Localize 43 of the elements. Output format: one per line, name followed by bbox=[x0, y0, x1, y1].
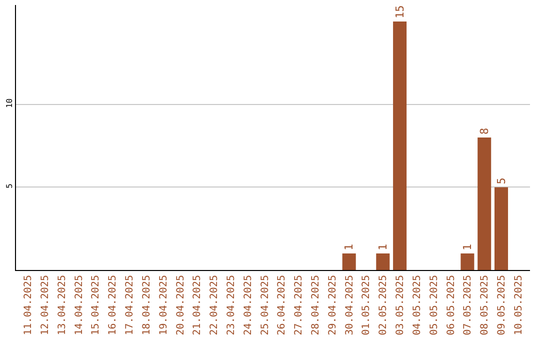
bar bbox=[478, 138, 492, 270]
x-tick-label: 27.04.2025 bbox=[294, 275, 305, 336]
x-tick-label: 17.04.2025 bbox=[124, 275, 136, 336]
x-tick-label: 06.05.2025 bbox=[446, 275, 457, 336]
y-tick-label: 10 bbox=[4, 98, 14, 108]
x-tick-label: 10.05.2025 bbox=[513, 275, 524, 336]
bar bbox=[342, 253, 356, 270]
x-tick-label: 21.04.2025 bbox=[192, 275, 204, 336]
x-tick-label: 22.04.2025 bbox=[209, 275, 220, 336]
x-tick-label: 20.04.2025 bbox=[175, 275, 186, 336]
x-tick-label: 16.04.2025 bbox=[108, 275, 119, 336]
data-label: 1 bbox=[376, 244, 390, 250]
x-tick-label: 07.05.2025 bbox=[462, 275, 474, 336]
x-tick-label: 01.05.2025 bbox=[361, 275, 372, 336]
x-tick-label: 05.05.2025 bbox=[428, 275, 440, 336]
x-tick-label: 03.05.2025 bbox=[395, 275, 406, 336]
x-tick-label: 26.04.2025 bbox=[276, 275, 288, 336]
data-label: 8 bbox=[478, 128, 491, 134]
bar bbox=[393, 22, 407, 270]
data-label: 1 bbox=[342, 244, 356, 250]
x-tick-label: 19.04.2025 bbox=[158, 275, 170, 336]
x-tick-label: 23.04.2025 bbox=[226, 275, 237, 336]
x-tick-label: 12.04.2025 bbox=[40, 275, 51, 336]
x-tick-label: 11.04.2025 bbox=[23, 275, 34, 336]
x-tick-label: 15.04.2025 bbox=[90, 275, 102, 336]
x-tick-label: 04.05.2025 bbox=[412, 275, 423, 336]
x-tick-label: 29.04.2025 bbox=[327, 275, 338, 336]
bar bbox=[376, 253, 390, 270]
bar bbox=[460, 253, 474, 270]
x-tick-label: 30.04.2025 bbox=[344, 275, 356, 336]
data-label: 1 bbox=[460, 244, 474, 250]
x-tick-label: 24.04.2025 bbox=[242, 275, 254, 336]
x-tick-label: 02.05.2025 bbox=[378, 275, 390, 336]
bar bbox=[494, 187, 508, 270]
x-tick-label: 28.04.2025 bbox=[310, 275, 322, 336]
x-tick-label: 09.05.2025 bbox=[496, 275, 508, 336]
x-tick-label: 14.04.2025 bbox=[74, 275, 85, 336]
x-tick-label: 13.04.2025 bbox=[56, 275, 68, 336]
x-tick-label: 25.04.2025 bbox=[260, 275, 271, 336]
data-label: 15 bbox=[393, 5, 406, 19]
x-tick-label: 18.04.2025 bbox=[141, 275, 152, 336]
x-tick-label: 08.05.2025 bbox=[480, 275, 491, 336]
data-label: 5 bbox=[494, 178, 508, 184]
